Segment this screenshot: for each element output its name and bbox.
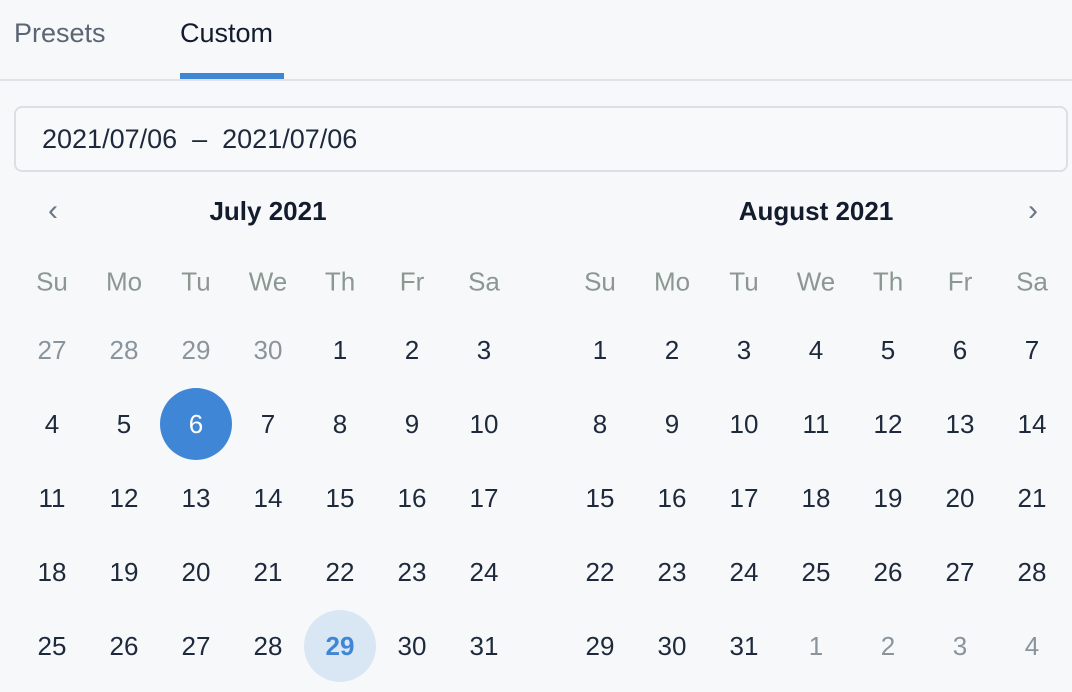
day-cell[interactable]: 19 [873, 482, 903, 513]
day-cell[interactable]: 14 [253, 482, 283, 513]
day-cell[interactable]: 1 [592, 334, 608, 365]
day-cell[interactable]: 31 [469, 630, 499, 661]
date-range-input[interactable]: 2021/07/06 – 2021/07/06 [14, 106, 1068, 172]
weekday-header: Sa [468, 266, 500, 297]
prev-month-chevron-icon[interactable]: ‹ [48, 194, 58, 227]
day-cell-today[interactable]: 29 [304, 610, 376, 682]
day-cell[interactable]: 21 [1017, 482, 1047, 513]
day-cell[interactable]: 23 [657, 556, 687, 587]
day-cell[interactable]: 25 [37, 630, 67, 661]
day-cell[interactable]: 16 [397, 482, 427, 513]
day-cell[interactable]: 11 [802, 408, 830, 439]
day-cell[interactable]: 11 [38, 482, 66, 513]
day-cell[interactable]: 24 [469, 556, 499, 587]
day-cell[interactable]: 20 [945, 482, 975, 513]
day-cell[interactable]: 9 [404, 408, 420, 439]
day-cell[interactable]: 14 [1017, 408, 1047, 439]
next-month-chevron-icon[interactable]: › [1028, 194, 1038, 227]
weekday-header: Fr [399, 266, 425, 297]
day-cell[interactable]: 17 [469, 482, 499, 513]
weekday-header: Sa [1016, 266, 1048, 297]
day-cell[interactable]: 27 [181, 630, 211, 661]
tab-presets[interactable]: Presets [14, 18, 106, 48]
day-cell[interactable]: 7 [260, 408, 276, 439]
day-cell[interactable]: 3 [476, 334, 492, 365]
day-cell[interactable]: 1 [808, 630, 824, 661]
day-cell[interactable]: 6 [952, 334, 968, 365]
day-cell[interactable]: 21 [253, 556, 283, 587]
day-cell[interactable]: 30 [253, 334, 283, 365]
day-cell[interactable]: 22 [585, 556, 615, 587]
month-title-july: July 2021 [209, 196, 327, 226]
weekday-header: Tu [729, 266, 759, 297]
day-cell[interactable]: 7 [1024, 334, 1040, 365]
weekday-header: Mo [105, 266, 143, 297]
day-cell[interactable]: 12 [109, 482, 139, 513]
month-title-august: August 2021 [738, 196, 894, 226]
day-cell[interactable]: 2 [880, 630, 896, 661]
day-cell[interactable]: 16 [657, 482, 687, 513]
day-cell[interactable]: 25 [801, 556, 831, 587]
day-cell[interactable]: 1 [332, 334, 348, 365]
day-cell[interactable]: 24 [729, 556, 759, 587]
day-cell[interactable]: 20 [181, 556, 211, 587]
day-cell[interactable]: 4 [1024, 630, 1040, 661]
tab-custom[interactable]: Custom [180, 18, 274, 48]
day-cell[interactable]: 9 [664, 408, 680, 439]
day-cell[interactable]: 13 [181, 482, 211, 513]
day-cell[interactable]: 23 [397, 556, 427, 587]
active-tab-indicator [180, 73, 284, 79]
day-cell[interactable]: 29 [181, 334, 211, 365]
day-cell[interactable]: 13 [945, 408, 975, 439]
weekday-header: Th [872, 266, 904, 297]
day-cell[interactable]: 8 [592, 408, 608, 439]
day-cell[interactable]: 28 [253, 630, 283, 661]
day-cell[interactable]: 4 [44, 408, 60, 439]
day-cell[interactable]: 8 [332, 408, 348, 439]
day-cell[interactable]: 26 [873, 556, 903, 587]
weekday-header: Su [36, 266, 68, 297]
day-cell[interactable]: 22 [325, 556, 355, 587]
weekday-header: Tu [181, 266, 211, 297]
day-cell[interactable]: 30 [657, 630, 687, 661]
day-cell[interactable]: 28 [1017, 556, 1047, 587]
day-cell[interactable]: 27 [945, 556, 975, 587]
day-cell[interactable]: 18 [37, 556, 67, 587]
weekday-header: We [796, 266, 836, 297]
day-cell[interactable]: 10 [469, 408, 499, 439]
tabs-divider [0, 79, 1072, 81]
day-cell[interactable]: 28 [109, 334, 139, 365]
day-cell[interactable]: 26 [109, 630, 139, 661]
weekday-header: Mo [653, 266, 691, 297]
day-cell[interactable]: 19 [109, 556, 139, 587]
day-cell[interactable]: 18 [801, 482, 831, 513]
day-cell[interactable]: 4 [808, 334, 824, 365]
day-cell[interactable]: 30 [397, 630, 427, 661]
weekday-header: Fr [947, 266, 973, 297]
day-cell[interactable]: 5 [880, 334, 896, 365]
day-cell[interactable]: 15 [325, 482, 355, 513]
weekday-header: Th [324, 266, 356, 297]
weekday-header: We [248, 266, 288, 297]
day-cell[interactable]: 10 [729, 408, 759, 439]
weekday-header: Su [584, 266, 616, 297]
day-cell[interactable]: 15 [585, 482, 615, 513]
day-cell[interactable]: 17 [729, 482, 759, 513]
day-cell[interactable]: 3 [736, 334, 752, 365]
day-cell-selected[interactable]: 6 [160, 388, 232, 460]
day-cell[interactable]: 5 [116, 408, 132, 439]
day-cell[interactable]: 29 [585, 630, 615, 661]
day-cell[interactable]: 31 [729, 630, 759, 661]
day-cell[interactable]: 2 [404, 334, 420, 365]
day-cell[interactable]: 12 [873, 408, 903, 439]
day-cell[interactable]: 3 [952, 630, 968, 661]
day-cell[interactable]: 27 [37, 334, 67, 365]
day-cell[interactable]: 2 [664, 334, 680, 365]
